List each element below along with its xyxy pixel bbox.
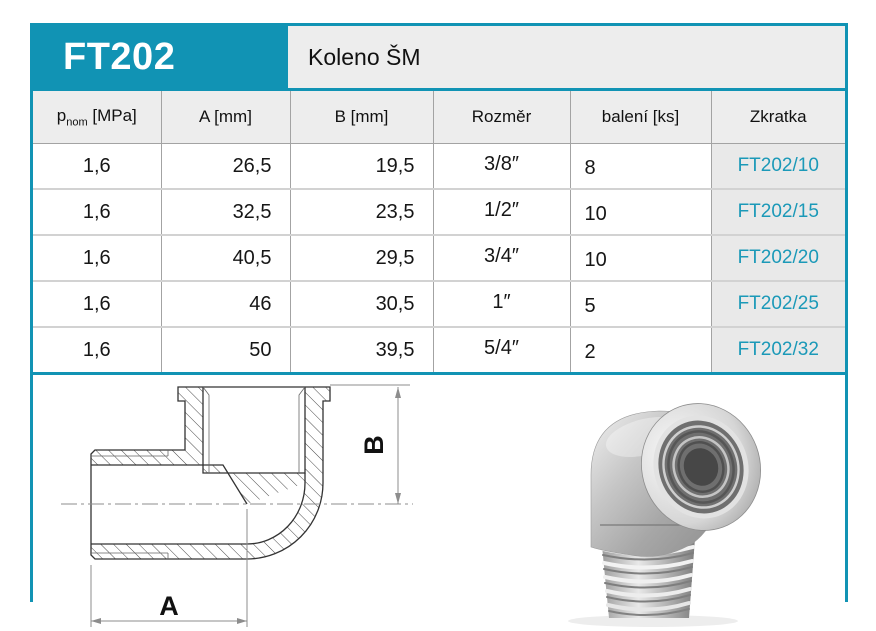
a-value: 32,5	[160, 188, 290, 235]
dim-b-label: B	[359, 435, 389, 455]
arrow-left-icon	[91, 618, 101, 624]
b-value: 39,5	[289, 326, 433, 372]
product-code-link[interactable]: FT202/25	[710, 280, 845, 327]
pnom-value: 1,6	[33, 234, 161, 281]
product-code-link[interactable]: FT202/20	[710, 234, 845, 281]
b-value: 19,5	[289, 143, 433, 189]
figures-area: A B	[33, 375, 845, 631]
section-hatching	[91, 387, 330, 559]
b-value: 30,5	[289, 280, 433, 327]
thread-detail-lines	[91, 386, 306, 559]
pnom-value: 1,6	[33, 326, 161, 372]
divider-top	[33, 88, 845, 91]
rozmer-value: 1/2″	[432, 188, 570, 235]
spec-table: pnom [MPa] A [mm] B [mm] Rozměr balení […	[33, 91, 845, 372]
a-value: 40,5	[160, 234, 290, 281]
product-code-link[interactable]: FT202/32	[710, 326, 845, 372]
arrow-up-icon	[395, 387, 401, 398]
product-name: Koleno ŠM	[288, 26, 845, 88]
col-header-zkratka: Zkratka	[710, 91, 845, 144]
header-row: pnom [MPa] A [mm] B [mm] Rozměr balení […	[33, 91, 845, 144]
female-thread-opening	[640, 403, 762, 531]
arrow-down-icon	[395, 493, 401, 504]
col-header-baleni: balení [ks]	[569, 91, 711, 144]
a-value: 50	[160, 326, 290, 372]
divider-bottom	[33, 372, 845, 375]
baleni-value: 8	[569, 143, 711, 189]
table-row: 1,6 26,5 19,5 3/8″ 8 FT202/10	[33, 143, 845, 189]
product-photo	[568, 403, 762, 627]
rozmer-value: 3/4″	[432, 234, 570, 281]
catalog-card: FT202 Koleno ŠM pnom [MPa] A [mm] B [mm]…	[30, 23, 848, 631]
pnom-value: 1,6	[33, 188, 161, 235]
product-code-link[interactable]: FT202/15	[710, 188, 845, 235]
baleni-value: 5	[569, 280, 711, 327]
col-header-b: B [mm]	[289, 91, 433, 144]
a-value: 26,5	[160, 143, 290, 189]
baleni-value: 2	[569, 326, 711, 372]
product-code: FT202	[33, 26, 288, 88]
baleni-value: 10	[569, 234, 711, 281]
arrow-right-icon	[237, 618, 247, 624]
dim-a-label: A	[159, 591, 179, 621]
rozmer-value: 3/8″	[432, 143, 570, 189]
baleni-value: 10	[569, 188, 711, 235]
dimension-a	[90, 509, 248, 627]
technical-drawing: A B	[61, 384, 413, 627]
fitting-outline	[90, 386, 331, 560]
b-value: 29,5	[289, 234, 433, 281]
rozmer-value: 5/4″	[432, 326, 570, 372]
table-row: 1,6 32,5 23,5 1/2″ 10 FT202/15	[33, 188, 845, 235]
table-row: 1,6 40,5 29,5 3/4″ 10 FT202/20	[33, 234, 845, 281]
table-row: 1,6 46 30,5 1″ 5 FT202/25	[33, 280, 845, 327]
title-row: FT202 Koleno ŠM	[33, 26, 845, 88]
a-value: 46	[160, 280, 290, 327]
pnom-subscript: nom	[66, 116, 88, 129]
col-header-rozmer: Rozměr	[432, 91, 570, 144]
rozmer-value: 1″	[432, 280, 570, 327]
dimension-b	[330, 384, 410, 504]
pnom-value: 1,6	[33, 143, 161, 189]
table-row: 1,6 50 39,5 5/4″ 2 FT202/32	[33, 326, 845, 372]
col-header-a: A [mm]	[160, 91, 290, 144]
product-code-link[interactable]: FT202/10	[710, 143, 845, 189]
b-value: 23,5	[289, 188, 433, 235]
pnom-value: 1,6	[33, 280, 161, 327]
col-header-pnom: pnom [MPa]	[33, 91, 161, 144]
